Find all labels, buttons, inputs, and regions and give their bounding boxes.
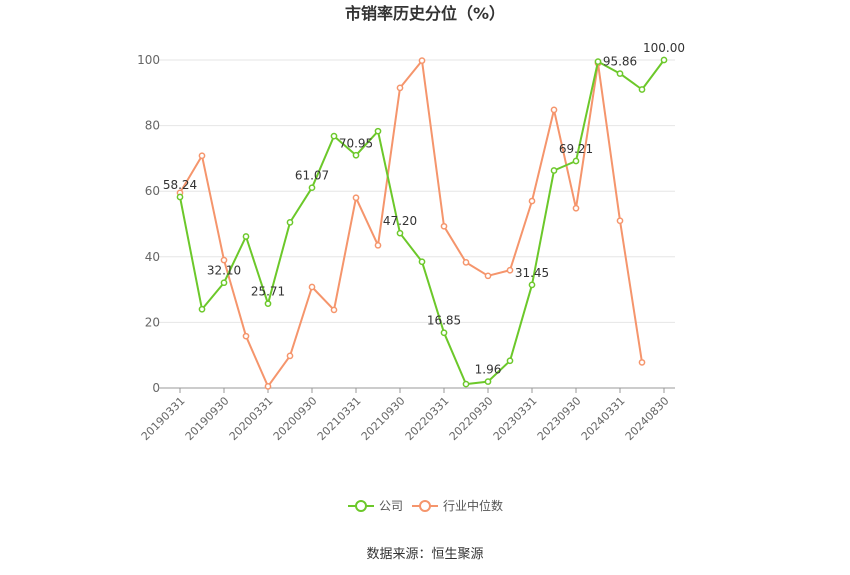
series-0-point-20220630	[462, 380, 470, 388]
grid	[158, 59, 675, 323]
series-1-point-20200331	[264, 383, 272, 390]
series-0-point-20220930	[484, 378, 492, 385]
series-0-point-20220331	[440, 329, 448, 337]
series-1-point-20230630	[550, 106, 558, 114]
series-0-point-20211231	[418, 258, 426, 266]
legend-item-industry[interactable]: 行业中位数	[412, 498, 503, 513]
x-tick-label-20210930: 20210930	[359, 394, 408, 443]
series-1-point-20191231	[242, 332, 250, 340]
series-0-point-20191231	[242, 233, 250, 240]
series-0-point-20230331	[528, 281, 536, 289]
x-tick-label-20230331: 20230331	[491, 394, 540, 443]
y-tick-label-0: 0	[152, 381, 160, 395]
series-1-point-20230930	[572, 204, 580, 212]
x-tick-label-20190331: 20190331	[139, 394, 188, 443]
series-0-point-20200630	[286, 219, 294, 226]
data-labels: 58.24 32.10 25.71 61.07 70.95 47.20 16.85 1.96 3…	[163, 41, 685, 377]
series-0-point-20221231	[506, 357, 514, 365]
data-label-20200331: 25.71	[251, 285, 285, 299]
series-line-1	[179, 59, 643, 388]
series-group	[176, 56, 668, 390]
series-1-point-20240331	[616, 217, 624, 225]
series-1-point-20210630	[374, 241, 382, 249]
series-1-point-20200930	[308, 283, 316, 291]
series-1-point-20201231	[330, 306, 338, 314]
data-label-20220331: 16.85	[427, 314, 461, 328]
legend-label-industry: 行业中位数	[443, 498, 503, 513]
series-0-point-20190630	[198, 305, 206, 313]
x-axis: 2019033120190930202003312020093020210331…	[139, 387, 675, 443]
series-1-point-20240630	[638, 359, 646, 366]
data-label-20210331: 70.95	[339, 136, 373, 150]
data-label-20210930: 47.20	[383, 214, 417, 228]
series-0-point-20201231	[330, 132, 338, 140]
y-axis-ticks: 0 20 40 60 80 100	[137, 53, 160, 395]
x-tick-label-20210331: 20210331	[315, 394, 364, 443]
series-0-point-20230630	[550, 167, 558, 174]
source-note: 数据来源：恒生聚源	[366, 547, 483, 562]
data-label-20240830: 100.00	[643, 41, 685, 55]
series-1-point-20220331	[440, 222, 448, 230]
series-1-point-20190930	[220, 256, 228, 264]
series-0-point-20240830	[660, 56, 668, 64]
legend-label-company: 公司	[379, 499, 403, 513]
series-0-point-20200331	[264, 300, 272, 308]
series-1-point-20230331	[528, 197, 536, 205]
legend[interactable]: 公司 行业中位数	[348, 498, 503, 513]
x-tick-label-20190930: 20190930	[183, 394, 232, 443]
legend-marker-company	[355, 500, 367, 512]
legend-item-company[interactable]: 公司	[348, 499, 403, 513]
series-1-point-20210930	[396, 84, 404, 92]
series-0-point-20210331	[352, 151, 360, 159]
data-label-20230331: 31.45	[515, 266, 549, 280]
x-tick-label-20200331: 20200331	[227, 394, 276, 443]
series-1-point-20221231	[506, 266, 514, 274]
x-tick-label-20240331: 20240331	[579, 394, 628, 443]
x-tick-label-20200930: 20200930	[271, 394, 320, 443]
series-0-point-20240630	[638, 86, 646, 93]
data-label-20190930: 32.10	[207, 264, 241, 278]
y-tick-label-80: 80	[145, 119, 160, 133]
data-label-20230930: 69.21	[559, 142, 593, 156]
chart-title: 市销率历史分位（%）	[345, 4, 505, 23]
legend-marker-industry	[419, 500, 431, 512]
series-0-point-20200930	[308, 184, 316, 192]
x-tick-label-20220331: 20220331	[403, 394, 452, 443]
data-label-20220930: 1.96	[475, 363, 502, 377]
series-0-point-20190930	[220, 279, 228, 287]
data-label-20190331: 58.24	[163, 178, 197, 192]
y-tick-label-40: 40	[145, 250, 160, 264]
series-1-point-20190630	[198, 152, 206, 160]
data-label-20240331: 95.86	[603, 55, 637, 69]
series-1-point-20211231	[418, 57, 426, 65]
x-tick-label-20240830: 20240830	[623, 394, 672, 443]
series-1-point-20200630	[286, 352, 294, 360]
series-0-point-20231231	[594, 58, 602, 65]
x-tick-label-20230930: 20230930	[535, 394, 584, 443]
series-1-point-20220930	[484, 272, 492, 280]
series-0-point-20210630	[374, 127, 382, 135]
x-tick-label-20220930: 20220930	[447, 394, 496, 443]
series-0-point-20230930	[572, 157, 580, 165]
series-0-point-20210930	[396, 229, 404, 237]
series-1-point-20220630	[462, 259, 470, 266]
y-tick-label-60: 60	[145, 184, 160, 198]
y-tick-label-20: 20	[145, 315, 160, 329]
y-tick-label-100: 100	[137, 53, 160, 67]
series-1-point-20210331	[352, 194, 360, 202]
series-0-point-20240331	[616, 70, 624, 77]
data-label-20200930: 61.07	[295, 169, 329, 183]
series-0-point-20190331	[176, 193, 184, 201]
